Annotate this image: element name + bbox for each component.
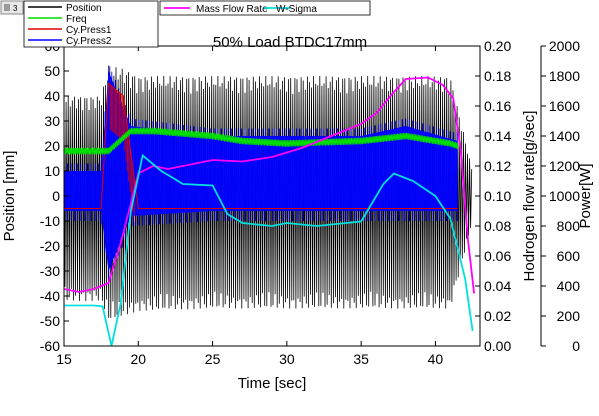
y-right1-tick-label: 0.16 [484,98,511,114]
series-mass-flow-rate-line [64,76,475,294]
y-right2-tick-label: 200 [557,308,581,324]
y-left-tick-label: -40 [40,288,60,304]
y-right1-tick-label: 0.12 [484,158,511,174]
y-right2-tick-label: 0 [572,338,580,354]
y-right1-tick-label: 0.18 [484,68,511,84]
y-right2-tick-label: 1600 [549,98,580,114]
x-tick-label: 25 [205,351,221,367]
y-left-tick-label: 30 [44,113,60,129]
legend-label: Mass Flow Rate [196,4,268,15]
legend-label: Position [66,3,102,14]
y-left-tick-label: -20 [40,238,60,254]
y-left-axis-title: Position [mm] [1,151,18,242]
series-group [64,65,475,346]
chart-title: 50% Load BTDC17mm [213,34,367,51]
y-left-tick-label: 10 [44,163,60,179]
y-right2-tick-label: 2000 [549,38,580,54]
y-right1-tick-label: 0.14 [484,128,511,144]
legend-label: W-Sigma [276,4,317,15]
y-right2-tick-label: 1200 [549,158,580,174]
series-cypress2-spikes [64,65,458,280]
y-right1-axis-title: Hodrogen flow rate[g/sec] [521,111,538,282]
plot-layer [64,65,475,346]
legend-label: Freq [66,14,87,25]
y-left-tick-label: -30 [40,263,60,279]
y-left-tick-label: 40 [44,88,60,104]
x-tick-label: 30 [279,351,295,367]
layer-badge-label: 3 [13,4,18,13]
series-position-line [64,66,473,318]
x-tick-label: 40 [428,351,444,367]
y-right1-tick-label: 0.20 [484,38,511,54]
x-axis-title: Time [sec] [238,375,307,392]
y-right2-tick-label: 800 [557,218,581,234]
y-right2-tick-label: 400 [557,278,581,294]
y-right2-tick-label: 1000 [549,188,580,204]
y-left-tick-label: -60 [40,338,60,354]
y-left-tick-label: -10 [40,213,60,229]
layer-badge[interactable]: 3 [0,0,24,15]
y-right1-tick-label: 0.06 [484,248,511,264]
x-tick-label: 35 [353,351,369,367]
y-right2-tick-label: 1400 [549,128,580,144]
series-cypress2-band [64,71,458,271]
y-right1-tick-label: 0.04 [484,278,511,294]
y-left-tick-label: 50 [44,63,60,79]
y-right2-tick-label: 600 [557,248,581,264]
y-left-tick-label: 20 [44,138,60,154]
legend-label: Cy.Press2 [66,36,112,47]
y-right1-tick-label: 0.00 [484,338,511,354]
y-left-tick-label: -50 [40,313,60,329]
x-tick-label: 15 [56,351,72,367]
y-right1-tick-label: 0.10 [484,188,511,204]
series-freq-line [64,127,459,155]
y-left-tick-label: 0 [52,188,60,204]
x-tick-label: 20 [130,351,146,367]
series-cypress1-spikes [109,84,135,222]
y-right2-tick-label: 1800 [549,68,580,84]
y-right1-tick-label: 0.08 [484,218,511,234]
y-right1-tick-label: 0.02 [484,308,511,324]
series-w-sigma-line [64,153,474,346]
legend-label: Cy.Press1 [66,25,112,36]
axes-layer: 1520253035406050403020100-10-20-30-40-50… [40,38,580,367]
layer-icon [4,4,10,11]
y-right2-axis-title: Power[W] [577,163,594,228]
